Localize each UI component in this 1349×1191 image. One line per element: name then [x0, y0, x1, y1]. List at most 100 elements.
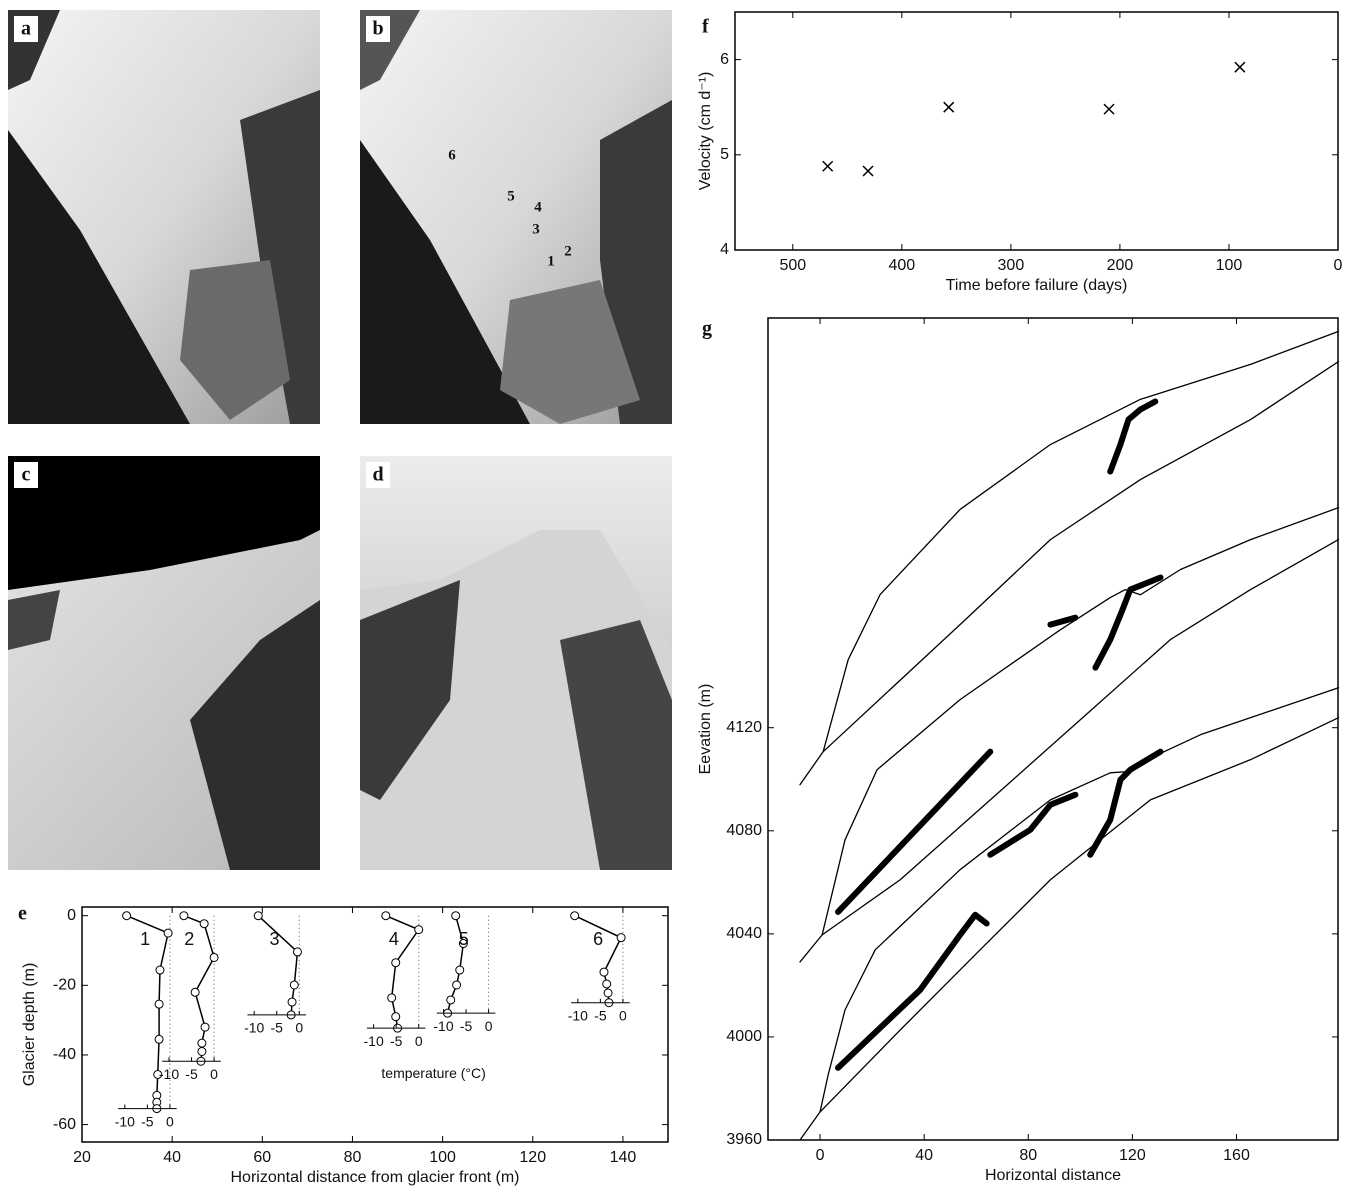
y-tick-label: 4040 — [726, 925, 762, 942]
photo-labels: a b c d 6 5 4 3 2 1 — [14, 16, 572, 488]
panel-label: b — [372, 18, 383, 40]
x-tick-label: 200 — [1107, 257, 1134, 274]
site-marker: 6 — [448, 147, 456, 163]
x-tick-label: 40 — [915, 1147, 933, 1164]
temperature-label: temperature (°C) — [381, 1065, 485, 1081]
data-point — [822, 160, 834, 172]
panel-label: a — [21, 18, 31, 40]
panel-label: c — [22, 464, 31, 486]
temperature-tick-label: -5 — [594, 1007, 607, 1023]
glacier-outline — [799, 330, 1340, 786]
temperature-tick-label: -5 — [141, 1113, 154, 1129]
profile-point — [253, 911, 263, 921]
x-tick-label: 500 — [779, 257, 806, 274]
temperature-tick-label: -5 — [460, 1018, 473, 1034]
plot-frame — [767, 317, 1339, 1141]
temperature-tick-label: -10 — [159, 1066, 179, 1082]
y-tick-label: 3960 — [726, 1131, 762, 1148]
profile-point — [451, 911, 461, 921]
fracture — [835, 911, 990, 1071]
x-tick-label: 300 — [998, 257, 1025, 274]
profile-point — [414, 925, 424, 935]
y-tick-label: 5 — [720, 146, 729, 163]
site-marker: 3 — [532, 221, 540, 237]
profile-point — [452, 980, 462, 990]
fracture — [1092, 574, 1164, 671]
photo-d — [360, 456, 672, 870]
x-tick-label: 60 — [253, 1149, 271, 1166]
temperature-tick-label: 0 — [619, 1007, 627, 1023]
profile-point — [163, 928, 173, 938]
x-tick-label: 400 — [888, 257, 915, 274]
data-point — [943, 101, 955, 113]
glacier-outline — [819, 717, 1340, 1113]
profile-point — [446, 995, 456, 1005]
temperature-tick-label: 0 — [166, 1113, 174, 1129]
panel-label: d — [372, 464, 383, 486]
fracture — [987, 791, 1079, 858]
site-marker: 5 — [507, 188, 515, 204]
x-tick-label: 140 — [610, 1149, 637, 1166]
site-marker: 2 — [564, 243, 572, 259]
plot-frame — [81, 906, 669, 1143]
x-tick-label: 0 — [816, 1147, 825, 1164]
profile-point — [289, 980, 299, 990]
fracture — [835, 748, 994, 915]
plot-frame — [734, 11, 1339, 251]
temperature-tick-label: 0 — [415, 1033, 423, 1049]
profile-point — [570, 911, 580, 921]
x-tick-label: 120 — [519, 1149, 546, 1166]
site-marker: 1 — [547, 253, 555, 269]
profile-point — [292, 947, 302, 957]
x-axis-label: Time before failure (days) — [946, 277, 1128, 294]
temperature-tick-label: 0 — [485, 1018, 493, 1034]
x-tick-label: 40 — [163, 1149, 181, 1166]
profile-point — [200, 1022, 210, 1032]
x-tick-label: 160 — [1223, 1147, 1250, 1164]
y-tick-label: 0 — [67, 907, 76, 924]
x-tick-label: 80 — [1019, 1147, 1037, 1164]
profile-label: 5 — [459, 929, 469, 949]
profile-point — [154, 1034, 164, 1044]
profile-point — [602, 979, 612, 989]
x-tick-label: 100 — [1216, 257, 1243, 274]
profile-point — [391, 1012, 401, 1022]
temperature-tick-label: -5 — [185, 1066, 198, 1082]
y-tick-label: 4080 — [726, 822, 762, 839]
profile-point — [455, 965, 465, 975]
temperature-tick-label: 0 — [210, 1066, 218, 1082]
x-axis-label: Horizontal distance from glacier front (… — [231, 1169, 520, 1186]
y-tick-label: 4120 — [726, 719, 762, 736]
profile-point — [190, 987, 200, 997]
y-axis-label: Glacier depth (m) — [21, 963, 38, 1087]
panel-label: g — [702, 318, 712, 340]
profile-point — [599, 967, 609, 977]
y-tick-label: 4 — [720, 241, 729, 258]
y-tick-label: 4000 — [726, 1028, 762, 1045]
profile-point — [387, 993, 397, 1003]
profile-label: 2 — [184, 929, 194, 949]
temperature-tick-label: -10 — [244, 1020, 264, 1036]
temperature-tick-label: -10 — [115, 1113, 135, 1129]
profile-point — [458, 939, 468, 949]
profile-point — [179, 911, 189, 921]
y-tick-label: 6 — [720, 51, 729, 68]
x-tick-label: 80 — [344, 1149, 362, 1166]
y-tick-label: -60 — [53, 1116, 76, 1133]
temperature-tick-label: -5 — [390, 1033, 403, 1049]
profile-point — [381, 911, 391, 921]
data-point — [1234, 61, 1246, 73]
x-axis-label: Horizontal distance — [985, 1167, 1121, 1184]
profile-point — [155, 965, 165, 975]
profile-point — [153, 1069, 163, 1079]
site-marker: 4 — [534, 199, 542, 215]
y-tick-label: -40 — [53, 1046, 76, 1063]
profile-point — [616, 933, 626, 943]
photo-b — [360, 10, 672, 424]
profile-point — [287, 997, 297, 1007]
temperature-tick-label: -10 — [433, 1018, 453, 1034]
profile-point — [197, 1046, 207, 1056]
data-point — [862, 165, 874, 177]
photo-c — [8, 456, 320, 870]
